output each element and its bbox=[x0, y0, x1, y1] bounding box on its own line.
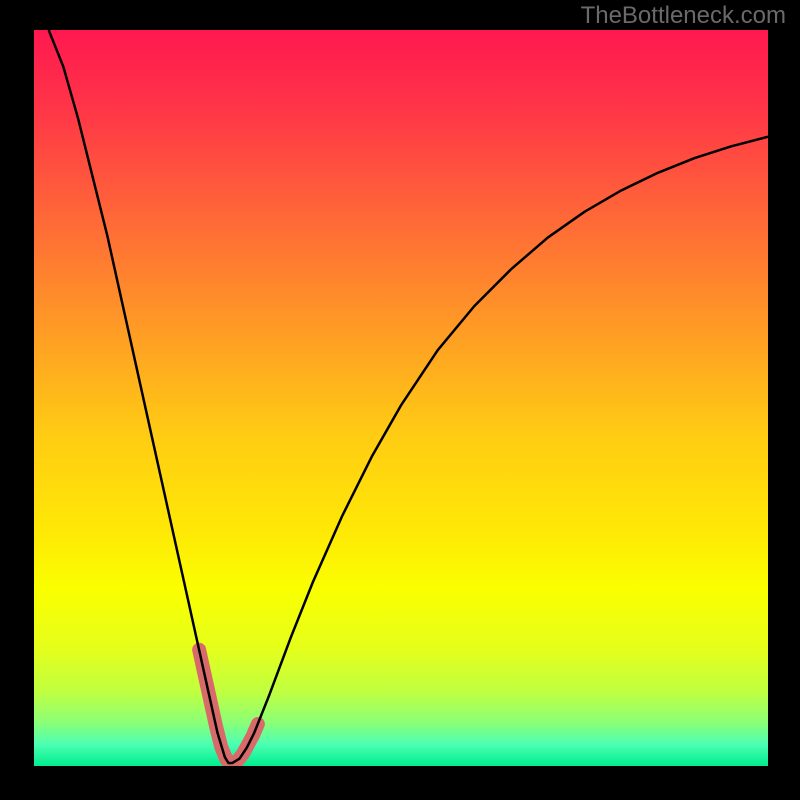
watermark-text: TheBottleneck.com bbox=[581, 2, 786, 30]
bottleneck-chart bbox=[0, 0, 800, 800]
